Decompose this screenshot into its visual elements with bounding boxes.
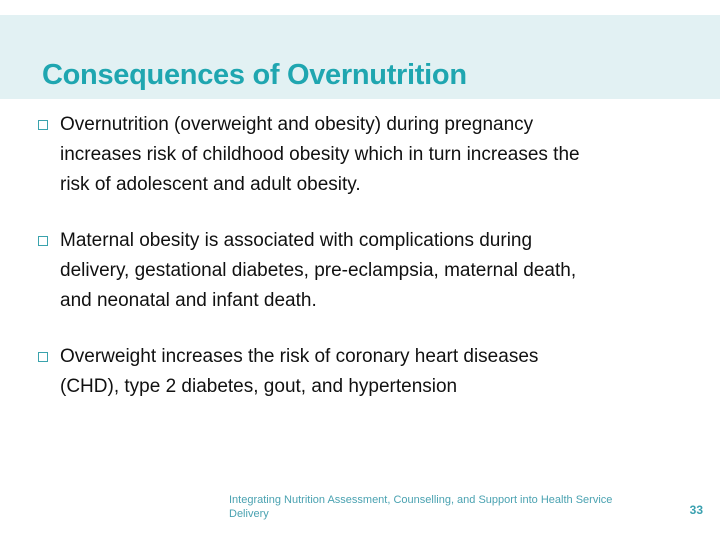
bullet-square-icon	[38, 120, 48, 130]
title-band	[0, 15, 720, 99]
bullet-square-icon	[38, 352, 48, 362]
bullet-list: Overnutrition (overweight and obesity) d…	[38, 110, 678, 428]
bullet-item: Overweight increases the risk of coronar…	[38, 342, 678, 402]
bullet-text: Overweight increases the risk of coronar…	[60, 346, 539, 397]
bullet-text: Overnutrition (overweight and obesity) d…	[60, 114, 580, 195]
bullet-text: Maternal obesity is associated with comp…	[60, 230, 577, 311]
bullet-item: Maternal obesity is associated with comp…	[38, 226, 678, 316]
bullet-item: Overnutrition (overweight and obesity) d…	[38, 110, 678, 200]
footer-text: Integrating Nutrition Assessment, Counse…	[229, 494, 613, 520]
bullet-square-icon	[38, 236, 48, 246]
slide-title: Consequences of Overnutrition	[42, 59, 467, 92]
page-number: 33	[689, 503, 703, 517]
